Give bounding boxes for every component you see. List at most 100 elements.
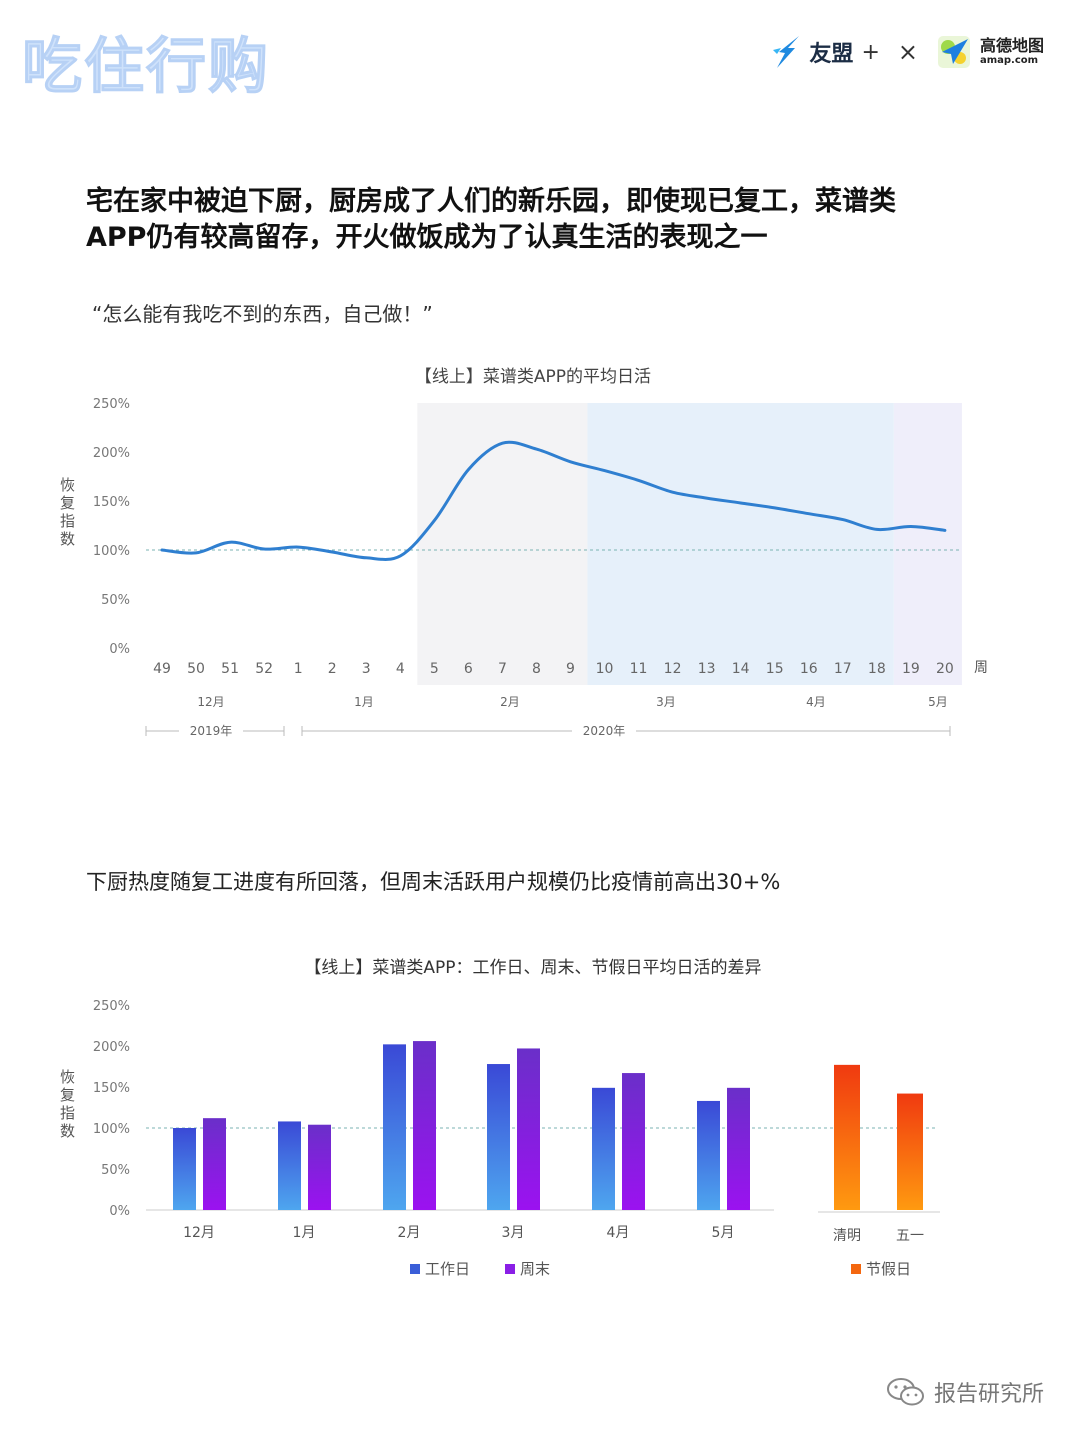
bar-chart: 【线上】菜谱类APP：工作日、周末、节假日平均日活的差异 0% 50% 100% 15… — [60, 958, 940, 1278]
legend-label: 周末 — [520, 1260, 550, 1278]
x-tick-label: 14 — [732, 661, 750, 677]
x-tick-label: 15 — [766, 661, 784, 677]
bar-weekend — [203, 1118, 226, 1210]
y-tick-label: 200% — [93, 446, 130, 461]
legend-weekday: 工作日 — [410, 1260, 470, 1278]
x-tick-label: 17 — [834, 661, 852, 677]
year-label: 2020年 — [583, 724, 626, 738]
legend-swatch — [505, 1264, 515, 1274]
amap-logo-text: 高德地图 amap.com — [980, 38, 1044, 66]
x-tick-label: 9 — [566, 661, 575, 677]
bar-weekend — [727, 1087, 750, 1210]
x-tick-label: 10 — [596, 661, 614, 677]
legend-swatch — [851, 1264, 861, 1274]
x-tick-label: 20 — [936, 661, 954, 677]
month-label: 5月 — [928, 695, 948, 709]
amap-name: 高德地图 — [979, 36, 1044, 55]
y-tick-label: 50% — [101, 1163, 130, 1178]
x-tick-label: 8 — [532, 661, 541, 677]
y-tick-label: 150% — [93, 495, 130, 510]
section-subheading: 下厨热度随复工进度有所回落，但周末活跃用户规模仍比疫情前高出30+% — [86, 870, 781, 894]
legend-label: 节假日 — [866, 1260, 911, 1278]
x-tick-label: 6 — [464, 661, 473, 677]
line-chart-title: 【线上】菜谱类APP的平均日活 — [415, 367, 651, 387]
x-tick-label: 12 — [664, 661, 682, 677]
headline-line-2: APP仍有较高留存，开火做饭成为了认真生活的表现之一 — [86, 222, 768, 253]
x-tick-label: 13 — [698, 661, 716, 677]
amap-logo-icon — [937, 36, 970, 68]
bar-weekend — [308, 1124, 331, 1210]
x-tick-label: 5 — [430, 661, 439, 677]
month-label: 1月 — [354, 695, 374, 709]
wechat-icon — [886, 1378, 924, 1406]
band-mar-apr — [587, 403, 894, 685]
bar-weekday — [487, 1064, 510, 1210]
line-chart: 【线上】菜谱类APP的平均日活 0% 50% 100% 150% 200% 250% 恢 … — [60, 367, 988, 738]
legend-swatch — [410, 1264, 420, 1274]
bar-holiday — [897, 1093, 923, 1210]
bar-weekday — [592, 1087, 615, 1210]
y-axis-label: 恢 复 指 数 — [60, 1068, 80, 1140]
y-tick-label: 50% — [101, 593, 130, 608]
x-tick-label: 11 — [630, 661, 648, 677]
brand-title: 吃住行购 — [22, 32, 270, 103]
band-feb — [417, 403, 588, 685]
plus-sign: + — [861, 39, 880, 65]
y-tick-label: 250% — [93, 397, 130, 412]
headline: 宅在家中被迫下厨，厨房成了人们的新乐园，即使现已复工，菜谱类 APP仍有较高留存… — [86, 184, 986, 256]
bar-chart-title: 【线上】菜谱类APP：工作日、周末、节假日平均日活的差异 — [304, 958, 761, 978]
watermark-text: 报告研究所 — [933, 1382, 1044, 1407]
month-label: 12月 — [197, 695, 224, 709]
year-label: 2019年 — [190, 724, 233, 738]
x-category-label: 3月 — [502, 1225, 525, 1241]
x-tick-label: 7 — [498, 661, 507, 677]
y-tick-label: 150% — [93, 1081, 130, 1096]
watermark: 报告研究所 — [886, 1376, 1044, 1408]
y-tick-label: 100% — [93, 544, 130, 559]
band-may — [893, 403, 962, 685]
times-sign: × — [897, 38, 918, 66]
y-tick-label: 100% — [93, 1122, 130, 1137]
x-category-label: 2月 — [398, 1225, 421, 1241]
y-tick-label: 0% — [109, 1204, 130, 1219]
x-tick-label: 1 — [294, 661, 303, 677]
x-tick-label: 16 — [800, 661, 818, 677]
month-label: 3月 — [656, 695, 676, 709]
bar-weekend — [622, 1073, 645, 1210]
legend-holiday: 节假日 — [851, 1260, 911, 1278]
headline-line-1: 宅在家中被迫下厨，厨房成了人们的新乐园，即使现已复工，菜谱类 — [86, 186, 896, 217]
bar-weekday — [383, 1044, 406, 1210]
bar-weekday — [173, 1128, 196, 1210]
x-category-label: 1月 — [293, 1225, 316, 1241]
umeng-logo-icon — [773, 36, 800, 68]
month-label: 2月 — [500, 695, 520, 709]
quote: “怎么能有我吃不到的东西，自己做！” — [92, 302, 433, 326]
y-axis-label: 恢 复 指 数 — [60, 476, 80, 548]
x-category-label: 4月 — [607, 1225, 630, 1241]
umeng-logo-text: 友盟 — [809, 42, 854, 67]
x-tick-label: 19 — [902, 661, 920, 677]
x-category-label: 12月 — [183, 1225, 215, 1241]
x-tick-label: 2 — [328, 661, 337, 677]
x-tick-label: 51 — [221, 661, 239, 677]
x-category-label: 5月 — [712, 1225, 735, 1241]
x-tick-label: 49 — [153, 661, 171, 677]
y-tick-label: 250% — [93, 999, 130, 1014]
x-category-label: 清明 — [833, 1228, 861, 1244]
x-tick-label: 18 — [868, 661, 886, 677]
partner-logos: 友盟 + × 高德地图 amap.com — [771, 30, 1044, 74]
x-tick-label: 3 — [362, 661, 371, 677]
bar-weekday — [278, 1121, 301, 1210]
y-tick-label: 200% — [93, 1040, 130, 1055]
legend-weekend: 周末 — [505, 1260, 550, 1278]
y-tick-label: 0% — [109, 642, 130, 657]
x-tick-label: 52 — [255, 661, 273, 677]
bar-weekend — [413, 1041, 436, 1210]
x-unit-label: 周 — [974, 660, 988, 676]
amap-url: amap.com — [979, 55, 1039, 66]
bar-weekend — [517, 1048, 540, 1210]
bar-weekday — [697, 1100, 720, 1210]
bar-holiday — [834, 1064, 860, 1210]
x-tick-label: 4 — [396, 661, 405, 677]
x-category-label: 五一 — [896, 1228, 924, 1244]
